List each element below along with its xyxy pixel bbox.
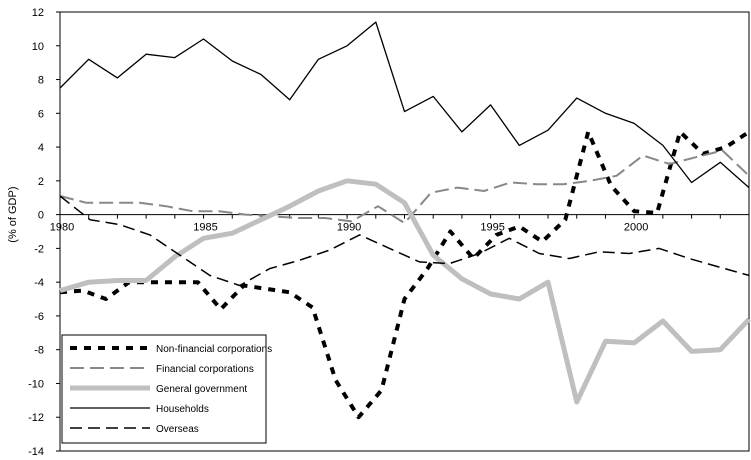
x-tick-label: 1980 — [50, 222, 74, 234]
y-axis-label: (% of GDP) — [7, 186, 19, 242]
series-line-overseas — [59, 195, 750, 287]
chart-legend: Non-financial corporations Financial corp… — [61, 334, 272, 444]
y-tick-label: 10 — [32, 41, 44, 53]
y-tick-label: -10 — [28, 378, 44, 390]
y-tick-label: 0 — [38, 210, 44, 222]
series-line-non-financial-corporations — [59, 129, 751, 420]
x-tick-label: 1990 — [337, 222, 361, 234]
legend-label: Overseas — [156, 424, 199, 435]
series-line-financial-corporations — [59, 149, 750, 225]
y-tick-label: 2 — [38, 176, 44, 188]
series-line-households — [59, 21, 750, 189]
legend-label: Non-financial corporations — [156, 344, 272, 355]
y-tick-label: 12 — [32, 7, 44, 19]
y-tick-label: 6 — [38, 108, 44, 120]
y-tick-label: -2 — [34, 243, 44, 255]
series-line-general-government — [59, 178, 751, 405]
chart-axes: -14 -12 -10 -8 -6 -4 -2 0 2 4 6 8 10 12 1980 1985 1990 19… — [28, 7, 750, 458]
y-tick-label: -14 — [28, 446, 44, 458]
x-tick-label: 1985 — [193, 222, 217, 234]
x-tick-label: 2000 — [624, 222, 648, 234]
plot-border — [59, 11, 750, 452]
y-tick-label: -4 — [34, 277, 44, 289]
legend-label: General government — [156, 384, 247, 395]
y-tick-label: -12 — [28, 412, 44, 424]
chart-series — [59, 21, 751, 420]
y-tick-label: -6 — [34, 311, 44, 323]
y-tick-label: 8 — [38, 75, 44, 87]
x-tick-label: 1995 — [480, 222, 504, 234]
legend-label: Households — [156, 404, 209, 415]
y-tick-label: 4 — [38, 142, 44, 154]
legend-label: Financial corporations — [156, 364, 254, 375]
y-tick-label: -8 — [34, 345, 44, 357]
